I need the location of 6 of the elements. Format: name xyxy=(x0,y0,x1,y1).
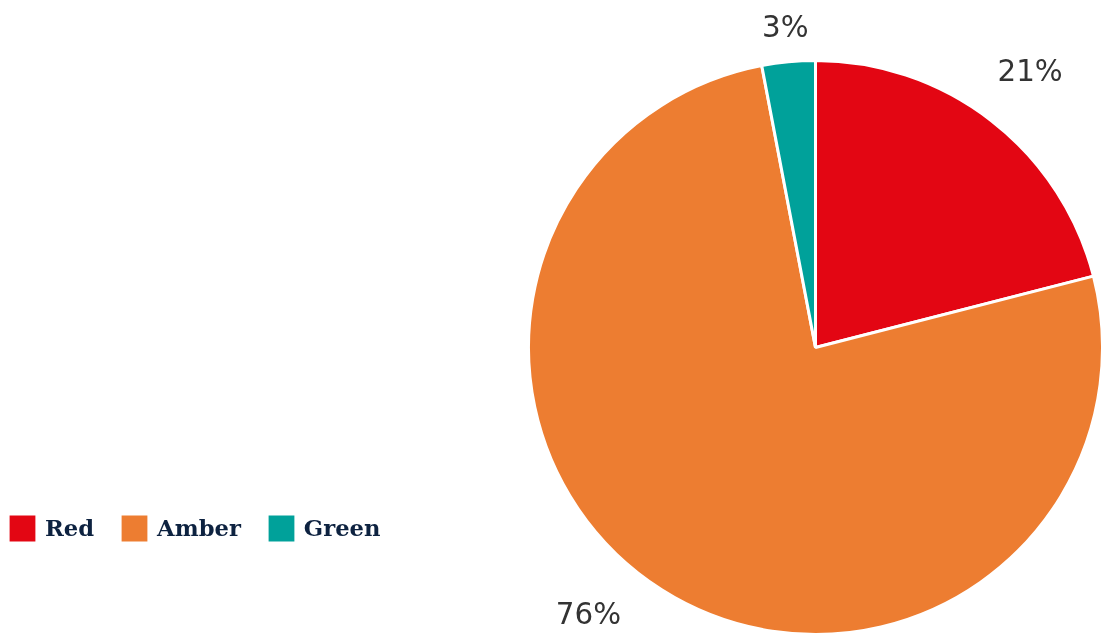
legend-label: Green xyxy=(303,515,381,541)
legend-label: Amber xyxy=(157,515,241,541)
data-label: 3% xyxy=(761,10,809,45)
data-label: 21% xyxy=(997,53,1063,88)
data-label: 76% xyxy=(555,597,622,632)
legend-label: Red xyxy=(45,515,95,541)
